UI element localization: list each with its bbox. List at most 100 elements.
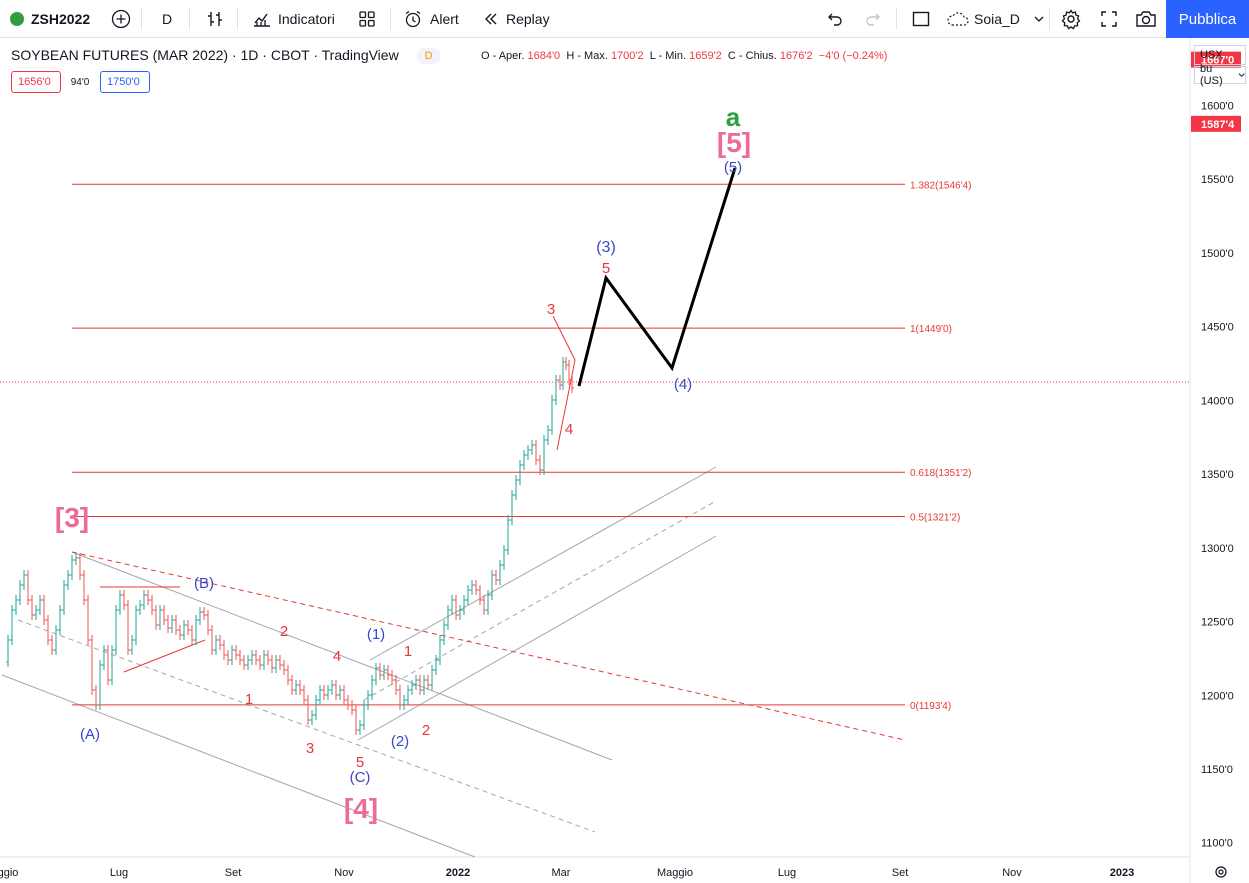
undo-button[interactable] [826, 0, 844, 38]
price-tag [1191, 51, 1241, 68]
currency-select[interactable]: USX [1194, 45, 1246, 65]
fib-level-label: 0(1193'4) [910, 701, 951, 712]
wave-label: 3 [306, 740, 314, 757]
time-label: Set [892, 867, 909, 879]
time-label: ggio [0, 867, 18, 879]
wave-label: 4 [565, 421, 573, 438]
wave-labels: a[5](5)(3)534(4)[3](B)(A)24135(C)[4](1)1… [55, 102, 751, 824]
gear-icon [1061, 9, 1081, 30]
time-label: Lug [110, 867, 128, 879]
wave-label: (C) [350, 769, 371, 786]
dashed-trendline [71, 551, 906, 741]
price-tick-label: 1150'0 [1201, 764, 1233, 776]
time-label: Nov [1002, 867, 1022, 879]
redo-button[interactable] [864, 0, 882, 38]
replay-button[interactable]: Replay [482, 0, 550, 38]
price-tick-label: 1550'0 [1201, 174, 1234, 186]
wave-label: (3) [596, 239, 616, 256]
wave-label: a [726, 102, 741, 132]
price-tick-label: 1400'0 [1201, 395, 1234, 407]
wave-label: (2) [391, 733, 409, 750]
time-scale: ggio Lug Set Nov 2022 Mar Maggio Lug Set Nov 2023 [0, 867, 1134, 879]
templates-button[interactable] [357, 0, 377, 38]
snapshot-button[interactable] [1135, 0, 1157, 38]
fullscreen-layout-button[interactable] [911, 0, 931, 38]
symbol-label: ZSH2022 [31, 11, 91, 27]
time-label: Lug [778, 867, 796, 879]
fib-level-label: 1.382(1546'4) [910, 180, 971, 191]
chevron-down-icon [1034, 16, 1044, 22]
publish-button[interactable]: Pubblica [1166, 0, 1249, 38]
grid-icon [359, 11, 375, 27]
change-value: −4'0 (−0.24%) [818, 50, 888, 62]
indicators-button[interactable]: Indicatori [252, 0, 335, 38]
wave-label: 1 [404, 643, 412, 660]
fib-levels: 3(1959'6)2(1704'2)1.382(1546'4)1(1449'0)… [72, 180, 971, 712]
time-label: Mar [552, 867, 571, 879]
low-value: 1659'2 [689, 50, 722, 62]
redo-icon [866, 13, 880, 26]
wave-label: 1 [245, 691, 253, 708]
sell-price-button[interactable]: 1656'0 [11, 71, 61, 93]
open-label: O - Aper. [481, 50, 525, 62]
wave-label: 2 [280, 623, 288, 640]
uptrend-channel-lower [357, 535, 717, 741]
square-icon [912, 11, 930, 27]
uptrend-channel-upper [369, 466, 717, 661]
price-bars [6, 357, 574, 735]
series-legend[interactable]: SOYBEAN FUTURES (MAR 2022) · 1D · CBOT ·… [11, 47, 441, 65]
settings-button[interactable] [1060, 0, 1082, 38]
compare-button[interactable] [111, 0, 131, 38]
interval-button[interactable]: D [162, 0, 172, 38]
wave-label: (A) [80, 726, 100, 743]
price-scale: 2050'02000'01950'01900'01850'01800'01600… [1191, 0, 1241, 850]
wave-label: [3] [55, 502, 89, 533]
replay-label: Replay [506, 11, 550, 27]
fib-level-label: 0.618(1351'2) [910, 468, 971, 479]
buy-price-button[interactable]: 1750'0 [100, 71, 150, 93]
scale-settings-icon[interactable] [1215, 866, 1227, 878]
low-label: L - Min. [649, 50, 687, 62]
series-title: SOYBEAN FUTURES (MAR 2022) · 1D · CBOT ·… [11, 47, 399, 63]
gear-center [1218, 869, 1224, 875]
unit-label: bu (US) [1200, 63, 1223, 87]
downtrend-channel-mid [17, 619, 596, 833]
uptrend-channel-mid [363, 500, 717, 701]
wave-label: [4] [344, 793, 378, 824]
indicators-icon [254, 13, 270, 27]
interval-label: D [162, 11, 173, 27]
open-value: 1684'0 [527, 50, 561, 62]
price-tag-label: 1667'0 [1201, 55, 1234, 67]
ohlc-values: O - Aper. 1684'0 H - Max. 1700'2 L - Min… [481, 50, 887, 62]
wave-3-4-sketch [552, 315, 576, 451]
wave-label: 3 [547, 301, 555, 318]
high-value: 1700'2 [610, 50, 644, 62]
chart-type-button[interactable] [205, 0, 225, 38]
wave-label: (B) [194, 575, 214, 592]
close-label: C - Chius. [727, 50, 777, 62]
unit-select[interactable]: bu (US) [1194, 63, 1246, 87]
alert-label: Alert [430, 11, 459, 27]
undo-icon [828, 13, 842, 26]
wave-label: 5 [602, 260, 610, 277]
camera-icon [1136, 11, 1156, 27]
projection-path [577, 167, 737, 387]
time-label: 2022 [446, 867, 470, 879]
symbol-logo-icon [10, 12, 24, 26]
rewind-icon [485, 13, 497, 25]
alert-button[interactable]: Alert [403, 0, 459, 38]
time-label: 2023 [1110, 867, 1134, 879]
time-label: Set [225, 867, 242, 879]
wave-label: 5 [356, 754, 364, 771]
fullscreen-button[interactable] [1099, 0, 1119, 38]
time-label: Nov [334, 867, 354, 879]
symbol-search[interactable]: ZSH2022 [10, 0, 90, 38]
wave-label: [5] [717, 127, 751, 158]
layout-menu[interactable]: Soia_D [946, 0, 1046, 38]
cloud-icon [947, 12, 969, 26]
wave-label: (1) [367, 626, 385, 643]
price-tick-label: 1500'0 [1201, 248, 1234, 260]
price-tick-label: 1350'0 [1201, 469, 1234, 481]
wave-label: (4) [674, 376, 692, 393]
